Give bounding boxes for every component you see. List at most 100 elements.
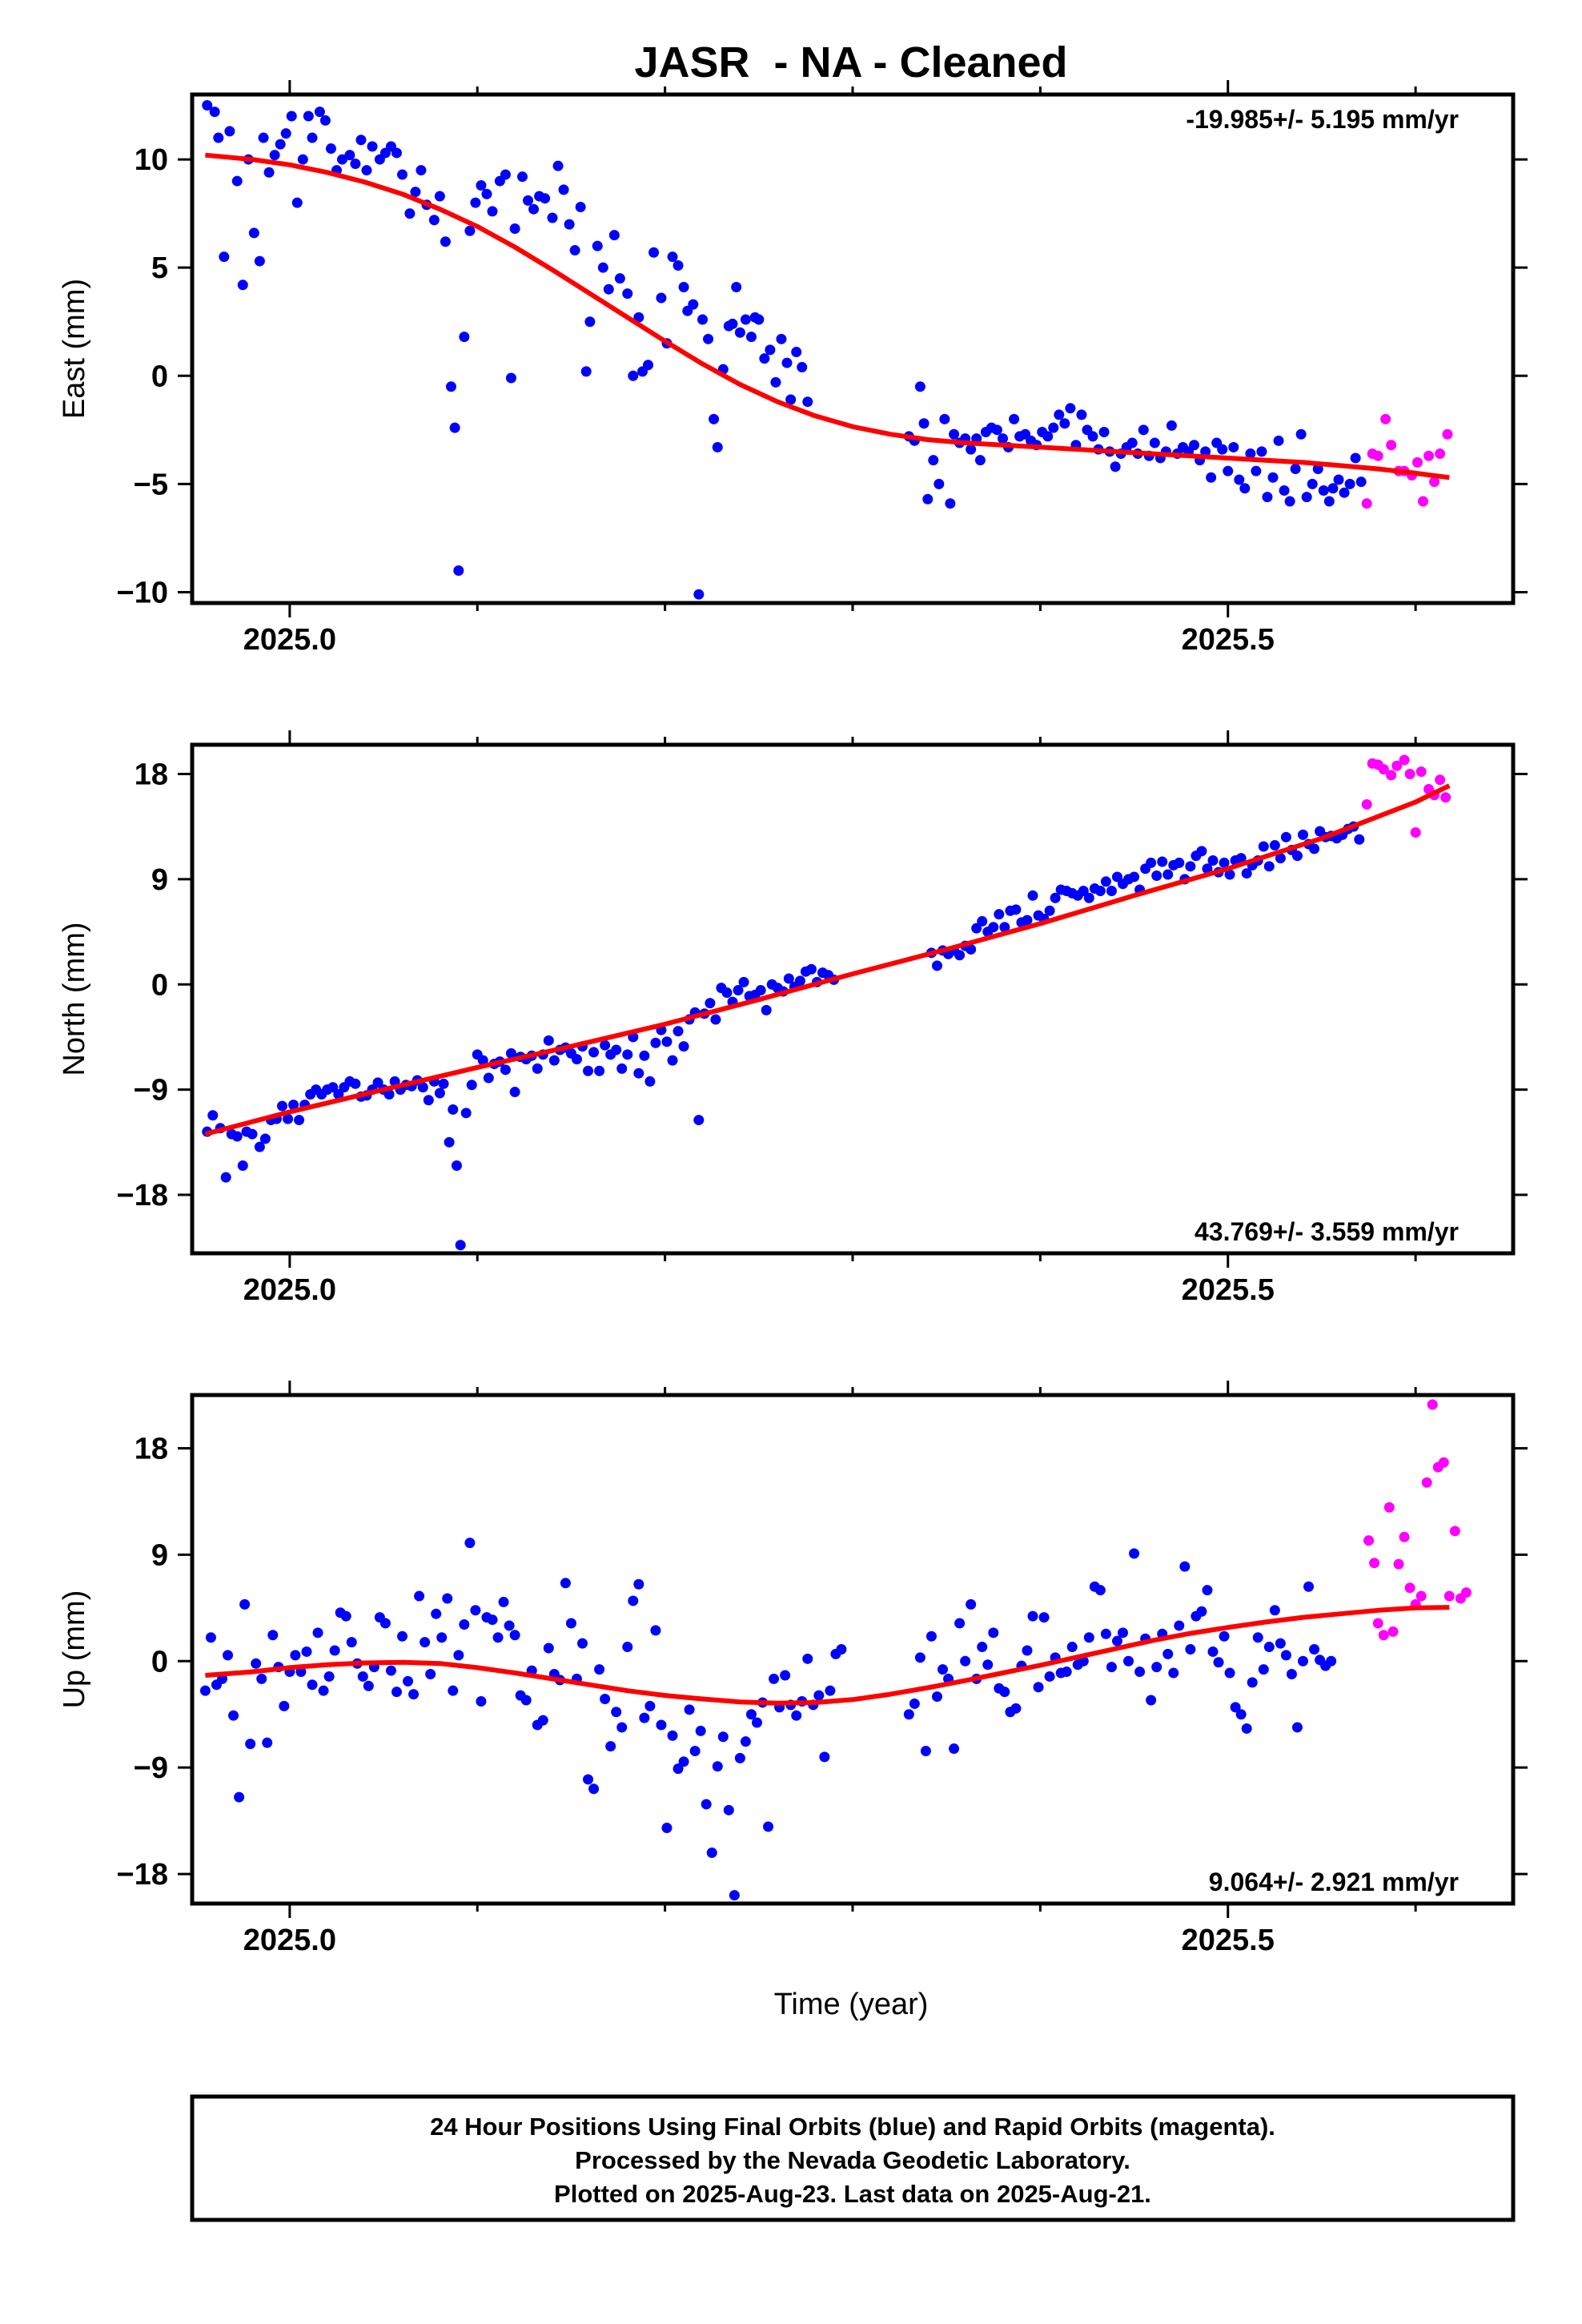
north-final-point bbox=[1258, 841, 1269, 852]
north-x-tick-label: 2025.0 bbox=[243, 1273, 336, 1307]
east-final-point bbox=[404, 208, 416, 219]
east-final-point bbox=[734, 327, 745, 338]
east-final-point bbox=[797, 361, 808, 372]
east-final-point bbox=[656, 292, 667, 304]
east-rapid-point bbox=[1442, 428, 1453, 440]
east-final-point bbox=[361, 165, 372, 176]
north-final-point bbox=[954, 950, 966, 961]
up-final-point bbox=[903, 1709, 914, 1720]
east-x-tick-label: 2025.0 bbox=[243, 623, 336, 657]
north-final-point bbox=[505, 1047, 516, 1059]
north-final-point bbox=[231, 1131, 243, 1142]
east-final-point bbox=[678, 281, 689, 292]
east-y-tick-label: 0 bbox=[151, 360, 168, 393]
east-rapid-point bbox=[1418, 496, 1428, 507]
east-final-point bbox=[224, 126, 235, 137]
up-final-point bbox=[1022, 1645, 1033, 1656]
north-final-point bbox=[509, 1087, 520, 1098]
north-final-point bbox=[451, 1160, 462, 1172]
up-rapid-point bbox=[1449, 1526, 1460, 1537]
north-x-tick-label: 2025.5 bbox=[1182, 1273, 1275, 1307]
north-final-point bbox=[1146, 857, 1157, 868]
east-final-point bbox=[1048, 422, 1059, 433]
up-rapid-point bbox=[1372, 1618, 1383, 1629]
north-final-point bbox=[571, 1054, 582, 1065]
north-panel: −18 −9 0 9 18 2025.0 2025.5 North (mm) 43.769+/-… bbox=[58, 730, 1528, 1307]
north-final-point bbox=[434, 1088, 445, 1099]
north-rapid-point bbox=[1399, 754, 1410, 766]
up-final-point bbox=[1298, 1655, 1308, 1667]
north-final-point bbox=[650, 1037, 661, 1048]
east-final-point bbox=[1267, 472, 1279, 483]
north-final-point bbox=[1354, 834, 1365, 845]
east-final-point bbox=[643, 360, 654, 371]
east-final-point bbox=[648, 247, 660, 258]
east-final-point bbox=[765, 344, 776, 356]
north-final-point bbox=[1219, 857, 1230, 868]
north-rapid-point bbox=[1391, 760, 1403, 771]
east-final-point bbox=[934, 478, 945, 489]
north-final-point bbox=[448, 1104, 459, 1115]
east-final-point bbox=[998, 433, 1008, 444]
east-final-point bbox=[219, 251, 230, 263]
up-final-point bbox=[588, 1783, 600, 1795]
east-final-point bbox=[697, 314, 708, 325]
north-rapid-point bbox=[1410, 826, 1421, 838]
up-final-point bbox=[1303, 1581, 1315, 1592]
up-final-point bbox=[385, 1665, 396, 1676]
up-final-point bbox=[628, 1595, 639, 1606]
east-final-point bbox=[1098, 427, 1110, 438]
east-final-point bbox=[1149, 437, 1160, 448]
up-final-point bbox=[431, 1608, 442, 1619]
north-final-point bbox=[1044, 905, 1055, 916]
east-final-point bbox=[449, 422, 460, 433]
up-final-point bbox=[408, 1689, 420, 1700]
up-final-point bbox=[1196, 1606, 1207, 1617]
up-final-point bbox=[1286, 1669, 1297, 1680]
east-rate-label: -19.985+/- 5.195 mm/yr bbox=[1186, 105, 1459, 134]
east-rapid-point bbox=[1372, 450, 1383, 461]
up-final-point bbox=[1083, 1632, 1094, 1643]
up-rate-label: 9.064+/- 2.921 mm/yr bbox=[1209, 1868, 1459, 1896]
east-final-point bbox=[1318, 485, 1329, 496]
up-rapid-point bbox=[1363, 1535, 1375, 1546]
up-final-point bbox=[734, 1752, 745, 1763]
east-final-point bbox=[731, 281, 742, 292]
up-final-point bbox=[346, 1637, 357, 1648]
north-final-point bbox=[611, 1044, 622, 1055]
up-final-point bbox=[1010, 1703, 1022, 1714]
east-final-point bbox=[966, 444, 977, 455]
east-final-point bbox=[445, 381, 456, 392]
east-final-point bbox=[476, 179, 487, 191]
north-final-point bbox=[444, 1136, 455, 1148]
up-final-point bbox=[448, 1685, 459, 1696]
east-final-point bbox=[275, 139, 286, 150]
up-final-point bbox=[577, 1638, 588, 1649]
east-final-point bbox=[391, 147, 402, 159]
up-final-point bbox=[1213, 1657, 1224, 1668]
north-final-point bbox=[755, 985, 766, 996]
north-rapid-point bbox=[1386, 770, 1397, 781]
up-rapid-point bbox=[1427, 1399, 1438, 1410]
up-final-point bbox=[363, 1680, 374, 1691]
up-final-point bbox=[301, 1646, 312, 1657]
up-final-point bbox=[470, 1605, 481, 1616]
east-final-point bbox=[785, 394, 797, 405]
up-y-tick-label: −18 bbox=[117, 1858, 168, 1892]
north-final-point bbox=[805, 963, 817, 975]
up-final-point bbox=[290, 1650, 301, 1661]
up-fit-line bbox=[205, 1605, 1450, 1706]
up-final-point bbox=[1038, 1612, 1050, 1623]
up-final-point bbox=[1151, 1662, 1162, 1673]
east-final-point bbox=[528, 203, 540, 215]
east-final-point bbox=[314, 107, 325, 118]
up-final-point bbox=[1202, 1585, 1213, 1596]
north-final-point bbox=[994, 909, 1005, 920]
up-final-point bbox=[802, 1653, 813, 1664]
north-final-point bbox=[548, 1055, 560, 1066]
north-final-point bbox=[616, 1063, 628, 1074]
x-axis-title: Time (year) bbox=[774, 1988, 929, 2021]
east-final-point bbox=[434, 191, 445, 202]
north-rapid-point bbox=[1440, 792, 1452, 803]
east-final-point bbox=[540, 193, 551, 204]
